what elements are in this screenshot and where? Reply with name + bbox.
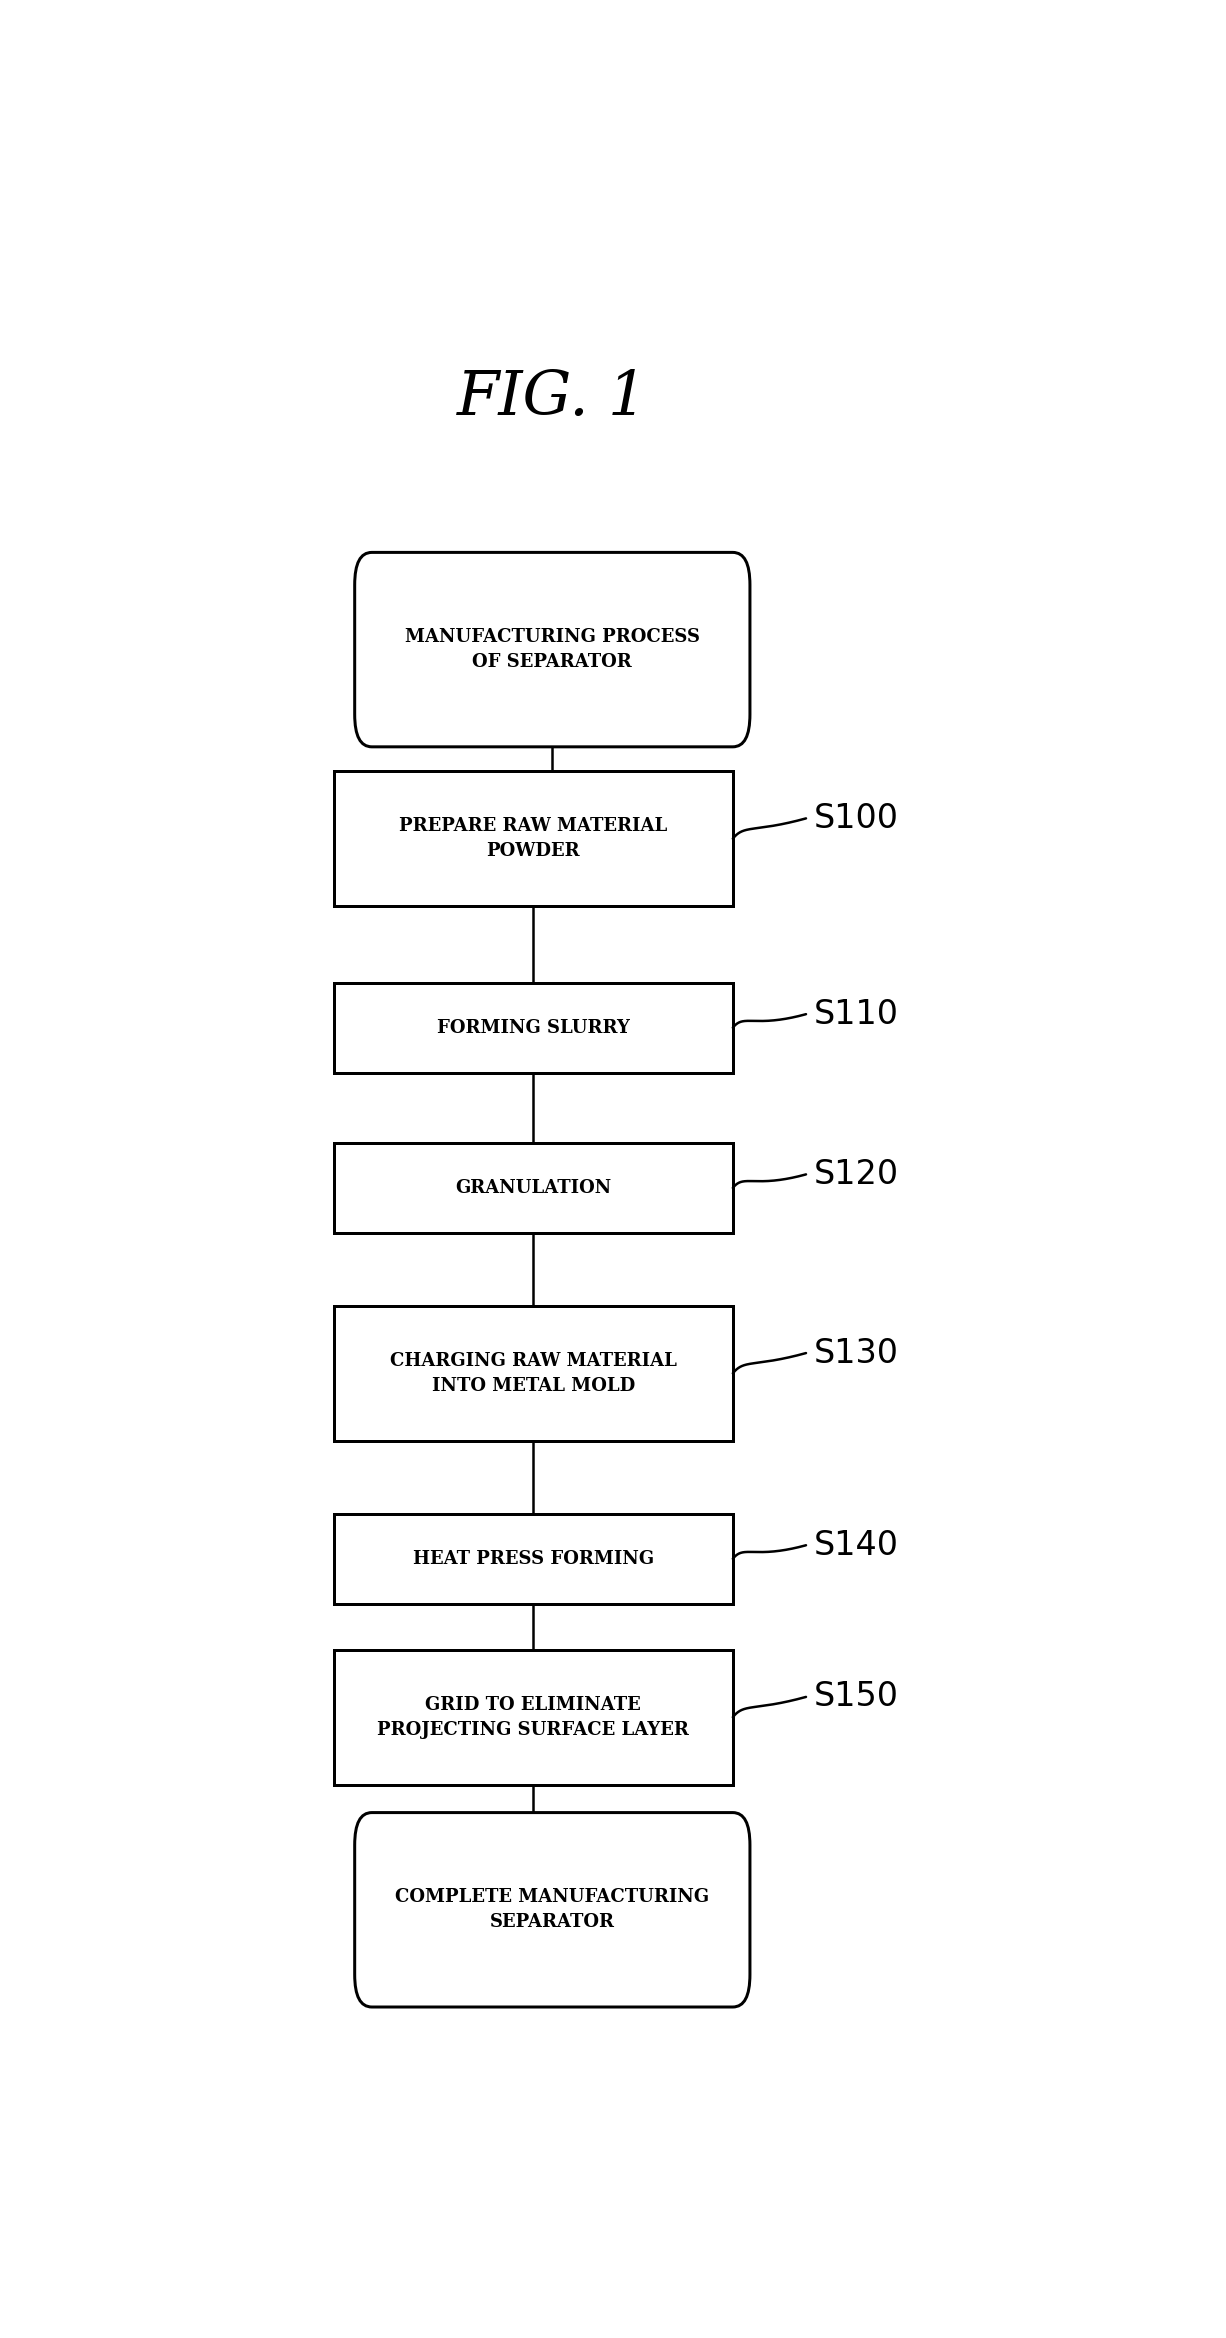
Bar [333, 1307, 733, 1440]
Text: CHARGING RAW MATERIAL
INTO METAL MOLD: CHARGING RAW MATERIAL INTO METAL MOLD [390, 1351, 677, 1396]
Text: HEAT PRESS FORMING: HEAT PRESS FORMING [413, 1550, 653, 1569]
Text: S100: S100 [814, 802, 899, 835]
Text: FORMING SLURRY: FORMING SLURRY [436, 1019, 630, 1036]
Text: S130: S130 [814, 1337, 899, 1370]
Text: S110: S110 [814, 998, 899, 1031]
Text: S150: S150 [814, 1681, 899, 1714]
Text: PREPARE RAW MATERIAL
POWDER: PREPARE RAW MATERIAL POWDER [400, 818, 667, 860]
FancyBboxPatch shape [354, 1812, 750, 2006]
Bar [333, 1143, 733, 1232]
Bar [333, 1513, 733, 1604]
Text: GRID TO ELIMINATE
PROJECTING SURFACE LAYER: GRID TO ELIMINATE PROJECTING SURFACE LAY… [378, 1695, 689, 1739]
Text: FIG. 1: FIG. 1 [457, 367, 647, 428]
FancyBboxPatch shape [354, 552, 750, 746]
Bar [333, 982, 733, 1073]
Text: GRANULATION: GRANULATION [455, 1178, 612, 1197]
Bar [333, 1651, 733, 1784]
Text: COMPLETE MANUFACTURING
SEPARATOR: COMPLETE MANUFACTURING SEPARATOR [395, 1889, 710, 1931]
Bar [333, 772, 733, 907]
Text: S140: S140 [814, 1529, 899, 1562]
Text: S120: S120 [814, 1157, 899, 1190]
Text: MANUFACTURING PROCESS
OF SEPARATOR: MANUFACTURING PROCESS OF SEPARATOR [405, 629, 700, 671]
